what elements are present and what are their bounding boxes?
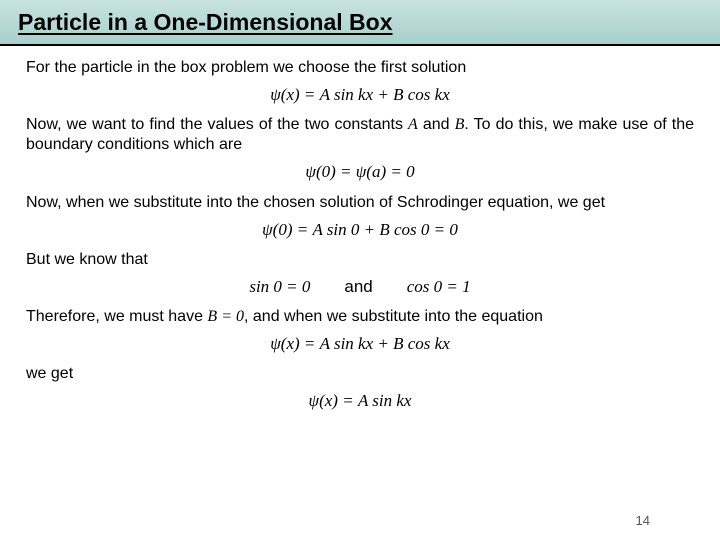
p5-pre: Therefore, we must have: [26, 308, 207, 325]
page-number: 14: [636, 513, 650, 528]
p2-B: B: [455, 116, 465, 133]
eq2-text: ψ(0) = ψ(a) = 0: [305, 162, 414, 181]
paragraph-4: But we know that: [26, 250, 694, 270]
paragraph-2: Now, we want to find the values of the t…: [26, 115, 694, 155]
eq1-text: ψ(x) = A sin kx + B cos kx: [270, 85, 450, 104]
eq4-right: cos 0 = 1: [407, 277, 471, 296]
slide-title: Particle in a One-Dimensional Box: [18, 9, 393, 36]
p5-post: , and when we substitute into the equati…: [244, 308, 543, 325]
eq4-mid: and: [344, 277, 372, 296]
p2-A: A: [408, 116, 418, 133]
p5-eq: B = 0: [207, 308, 244, 325]
p2-mid: and: [418, 116, 455, 133]
paragraph-3: Now, when we substitute into the chosen …: [26, 193, 694, 213]
eq3-text: ψ(0) = A sin 0 + B cos 0 = 0: [262, 220, 458, 239]
slide-header: Particle in a One-Dimensional Box: [0, 0, 720, 46]
eq6-text: ψ(x) = A sin kx: [309, 391, 412, 410]
eq4-left: sin 0 = 0: [249, 277, 310, 296]
equation-6: ψ(x) = A sin kx: [26, 390, 694, 411]
paragraph-5: Therefore, we must have B = 0, and when …: [26, 307, 694, 327]
p2-pre: Now, we want to find the values of the t…: [26, 116, 408, 133]
paragraph-6: we get: [26, 364, 694, 384]
paragraph-1: For the particle in the box problem we c…: [26, 58, 694, 78]
equation-2: ψ(0) = ψ(a) = 0: [26, 161, 694, 182]
equation-1: ψ(x) = A sin kx + B cos kx: [26, 84, 694, 105]
equation-5: ψ(x) = A sin kx + B cos kx: [26, 333, 694, 354]
equation-4: sin 0 = 0 and cos 0 = 1: [26, 276, 694, 297]
eq5-text: ψ(x) = A sin kx + B cos kx: [270, 334, 450, 353]
equation-3: ψ(0) = A sin 0 + B cos 0 = 0: [26, 219, 694, 240]
slide-body: For the particle in the box problem we c…: [0, 46, 720, 412]
